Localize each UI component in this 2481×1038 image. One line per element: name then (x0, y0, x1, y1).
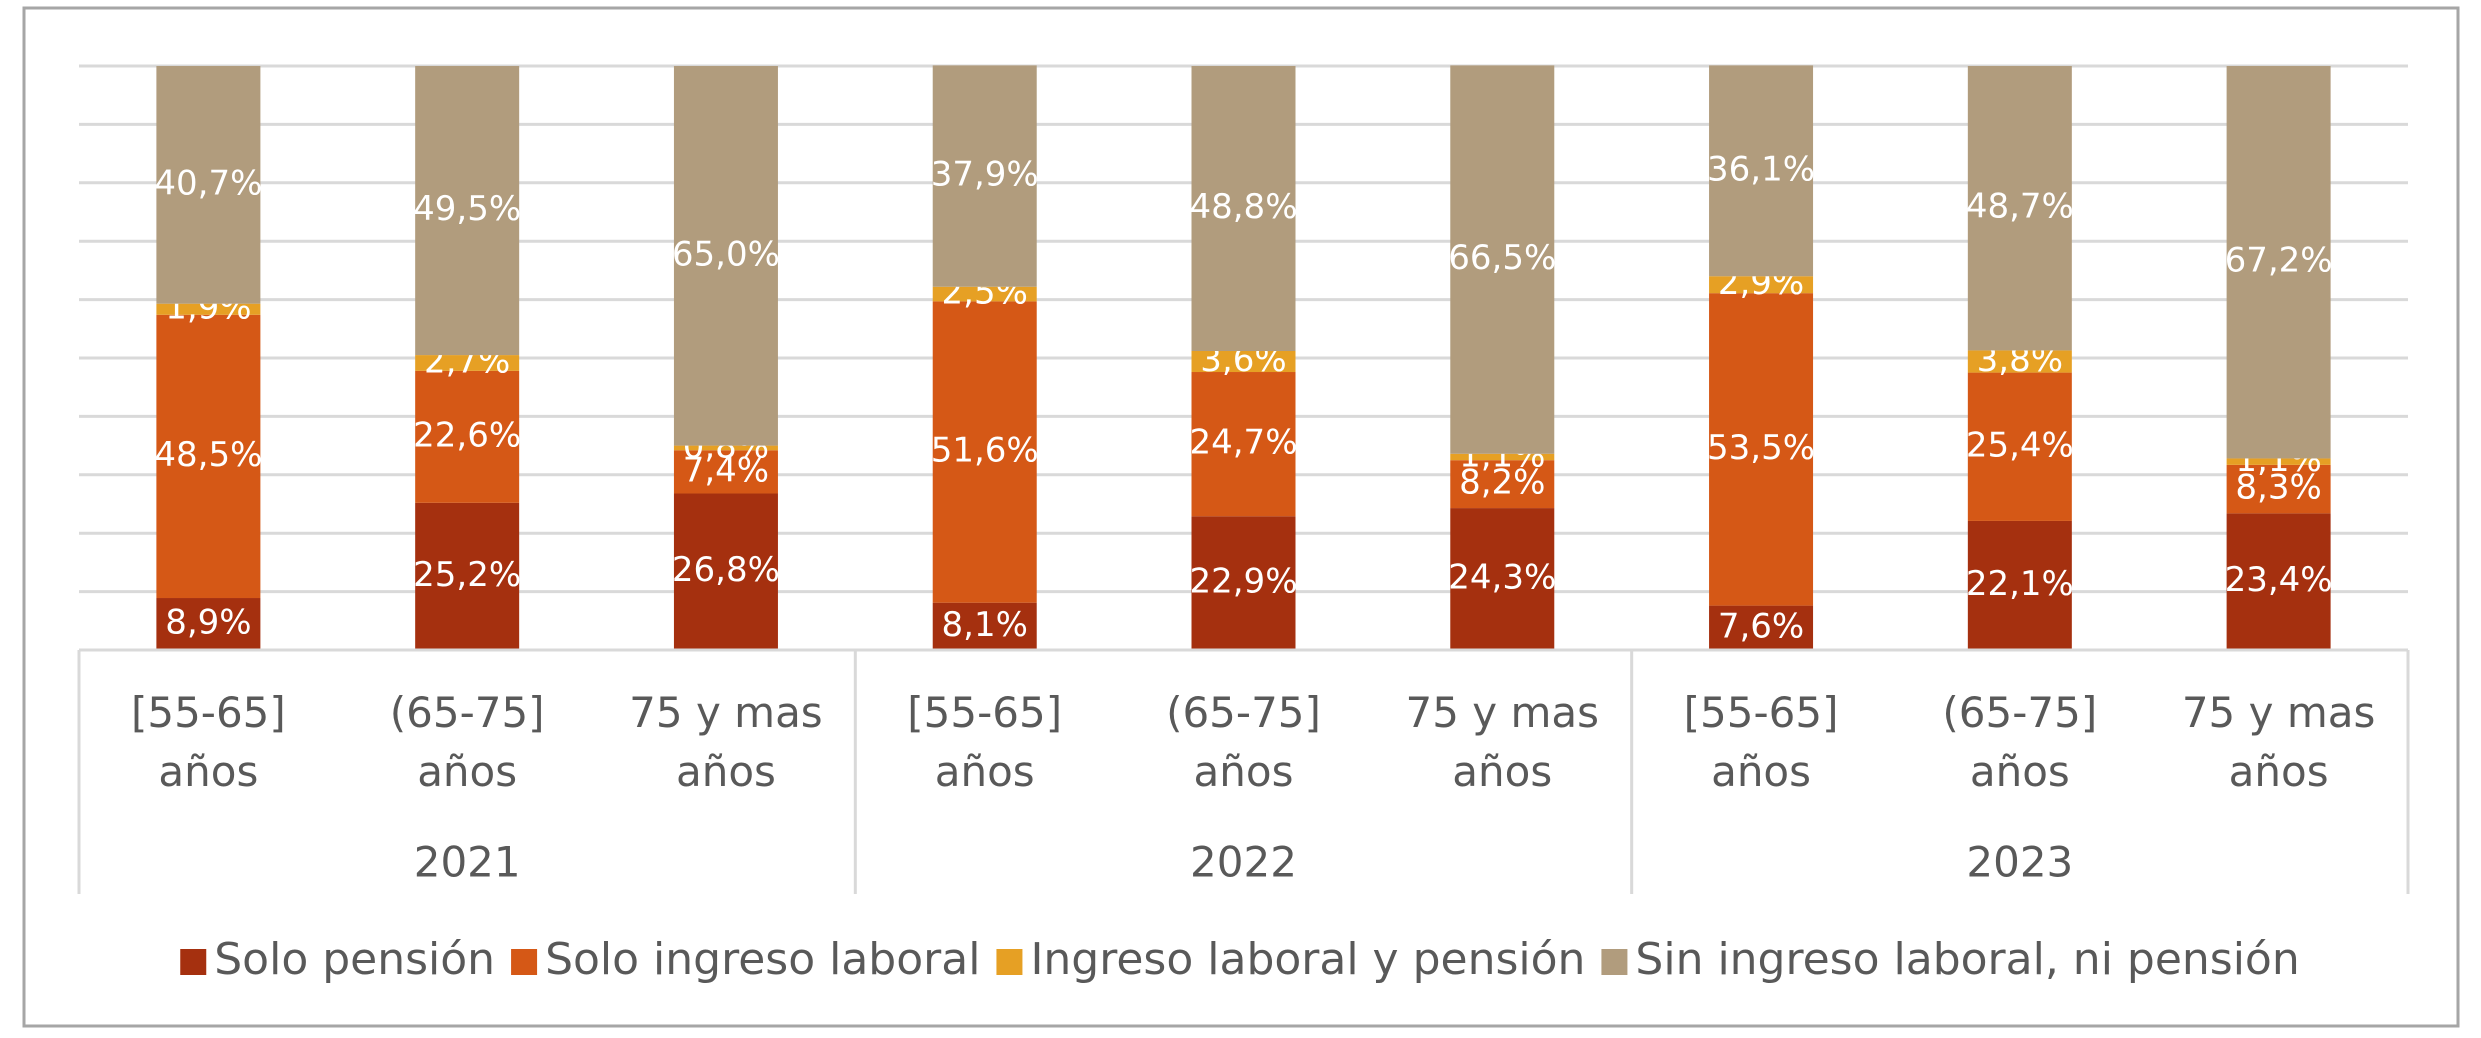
bar-segment (1709, 605, 1814, 650)
data-label: 24,7% (1189, 423, 1297, 463)
data-label: 22,6% (413, 415, 521, 455)
data-label: 48,8% (1189, 187, 1297, 227)
x-tick-label: (65-75] años (1942, 688, 2097, 796)
data-label: 67,2% (2225, 241, 2333, 281)
data-label: 48,7% (1966, 187, 2074, 227)
bar-segment (415, 370, 520, 503)
bar-segment (1191, 350, 1296, 373)
x-tick-label: 75 y mas años (629, 688, 823, 796)
bar-segment (2226, 464, 2331, 514)
bar-segment (1450, 460, 1555, 509)
bar-segment (1967, 66, 2072, 351)
legend-label: Solo pensión (214, 934, 495, 985)
bar-segment (673, 450, 778, 494)
data-label: 36,1% (1707, 149, 1815, 189)
bar-segment (932, 602, 1037, 650)
x-tick-label: (65-75] años (1166, 688, 1321, 796)
bar-segment (673, 493, 778, 650)
data-label: 8,3% (2235, 468, 2321, 508)
bar-segment (1967, 372, 2072, 521)
data-label: 37,9% (931, 155, 1039, 195)
legend-label: Solo ingreso laboral (545, 934, 980, 985)
bar-segment (932, 301, 1037, 603)
bar-segment (156, 314, 261, 599)
data-label: 8,2% (1459, 463, 1545, 503)
bar-segment (2226, 513, 2331, 650)
data-label: 65,0% (672, 234, 780, 274)
data-label: 7,6% (1718, 606, 1804, 646)
bar-segment (673, 66, 778, 446)
bar-segment (932, 286, 1037, 302)
bar-segment (1709, 65, 1814, 277)
data-label: 7,4% (683, 450, 769, 490)
bar-segment (1450, 65, 1555, 454)
bar-segment (1450, 508, 1555, 650)
group-label: 2023 (1966, 838, 2073, 887)
group-label: 2022 (1190, 838, 1297, 887)
legend-label: Sin ingreso laboral, ni pensión (1635, 934, 2299, 985)
bar-segment (1191, 66, 1296, 351)
bar-segment (156, 66, 261, 304)
data-label: 23,4% (2225, 560, 2333, 600)
bar-segment (1967, 350, 2072, 373)
group-label: 2021 (414, 838, 521, 887)
bar-segment (1191, 516, 1296, 650)
bar-segment (673, 445, 778, 451)
bar-segment (932, 65, 1037, 287)
data-label: 48,5% (154, 435, 262, 475)
legend-swatch (996, 949, 1023, 975)
bar-segment (156, 598, 261, 650)
data-label: 49,5% (413, 189, 521, 229)
bar-segment (1450, 453, 1555, 461)
bar-segment (415, 355, 520, 371)
data-label: 22,1% (1966, 564, 2074, 604)
data-label: 8,1% (942, 605, 1028, 645)
bar-segment (2226, 458, 2331, 465)
x-tick-label: [55-65] años (131, 688, 286, 796)
legend-swatch (511, 949, 538, 975)
data-label: 8,9% (165, 603, 251, 643)
bar-segment (1967, 520, 2072, 650)
bar-segment (156, 303, 261, 315)
legend-swatch (180, 949, 207, 975)
data-label: 25,4% (1966, 425, 2074, 465)
bar-segment (1191, 372, 1296, 517)
x-tick-label: (65-75] años (390, 688, 545, 796)
data-label: 53,5% (1707, 428, 1815, 468)
x-tick-label: 75 y mas años (1406, 688, 1600, 796)
x-tick-label: 75 y mas años (2182, 688, 2376, 796)
legend-label: Ingreso laboral y pensión (1030, 934, 1585, 985)
data-label: 24,3% (1448, 558, 1556, 598)
data-label: 22,9% (1189, 562, 1297, 602)
data-label: 66,5% (1448, 238, 1556, 278)
bar-segment (415, 502, 520, 650)
bar-segment (2226, 66, 2331, 459)
legend-swatch (1601, 949, 1628, 975)
data-label: 26,8% (672, 550, 780, 590)
data-label: 25,2% (413, 555, 521, 595)
data-label: 51,6% (931, 431, 1039, 471)
x-tick-label: [55-65] años (907, 688, 1062, 796)
x-tick-label: [55-65] años (1684, 688, 1839, 796)
bar-segment (1709, 276, 1814, 294)
data-label: 40,7% (154, 163, 262, 203)
bar-segment (415, 66, 520, 356)
bar-segment (1709, 293, 1814, 606)
